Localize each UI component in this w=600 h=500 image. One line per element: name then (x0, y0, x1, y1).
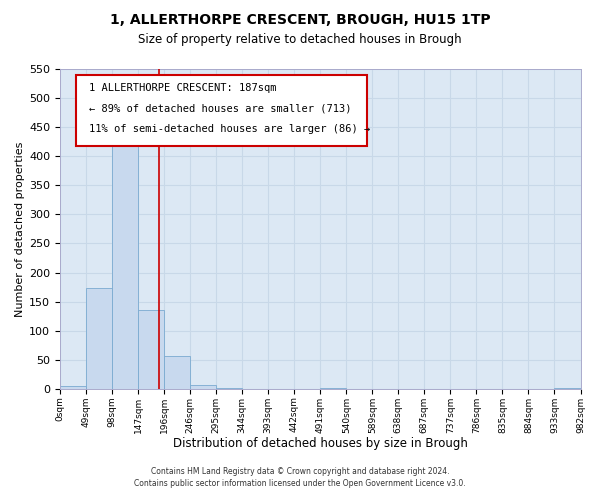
Bar (86, 288, 112, 389)
X-axis label: Distribution of detached houses by size in Brough: Distribution of detached houses by size … (173, 437, 467, 450)
Bar (112, 144, 138, 389)
Bar (554, 388, 581, 389)
Bar (190, 384, 216, 389)
Text: Size of property relative to detached houses in Brough: Size of property relative to detached ho… (138, 32, 462, 46)
FancyBboxPatch shape (76, 76, 367, 146)
Text: ← 89% of detached houses are smaller (713): ← 89% of detached houses are smaller (71… (89, 104, 351, 114)
Text: 11% of semi-detached houses are larger (86) →: 11% of semi-detached houses are larger (… (89, 124, 370, 134)
Bar (320, 388, 346, 389)
Y-axis label: Number of detached properties: Number of detached properties (15, 141, 25, 316)
Bar (164, 356, 190, 389)
Text: Contains HM Land Registry data © Crown copyright and database right 2024.
Contai: Contains HM Land Registry data © Crown c… (134, 466, 466, 487)
Bar (138, 310, 164, 389)
Text: 1 ALLERTHORPE CRESCENT: 187sqm: 1 ALLERTHORPE CRESCENT: 187sqm (89, 84, 276, 94)
Text: 1, ALLERTHORPE CRESCENT, BROUGH, HU15 1TP: 1, ALLERTHORPE CRESCENT, BROUGH, HU15 1T… (110, 12, 490, 26)
Bar (60, 386, 86, 389)
Bar (216, 388, 242, 389)
